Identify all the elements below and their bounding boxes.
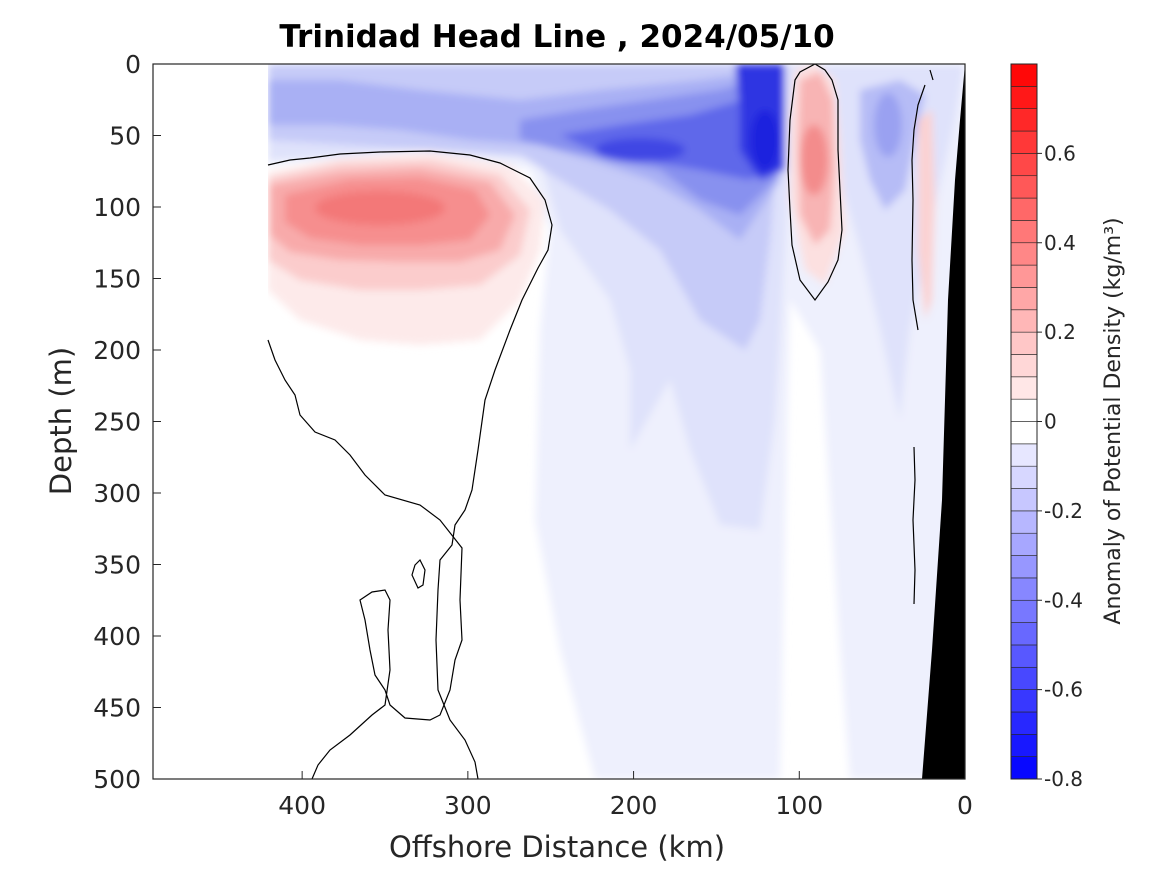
colorbar-step bbox=[1010, 577, 1038, 601]
plot-area: 400 300 200 100 0 0 50 100 150 200 250 300 350 400 45… bbox=[93, 50, 973, 820]
x-tick-label: 0 bbox=[957, 791, 973, 820]
y-axis: 0 50 100 150 200 250 300 350 400 450 500 bbox=[93, 50, 161, 794]
no-data-region bbox=[153, 64, 268, 779]
colorbar-step bbox=[1010, 197, 1038, 221]
colorbar-step bbox=[1010, 756, 1038, 780]
y-tick-label: 100 bbox=[93, 193, 141, 222]
colorbar-step bbox=[1010, 376, 1038, 400]
colorbar-tick-label: -0.4 bbox=[1044, 588, 1083, 612]
zero-contour-coast bbox=[911, 84, 926, 331]
colorbar-step bbox=[1010, 465, 1038, 489]
colorbar-step bbox=[1010, 421, 1038, 445]
y-tick-label: 200 bbox=[93, 336, 141, 365]
colorbar-step bbox=[1010, 488, 1038, 512]
fill-neg-nearshore-core bbox=[874, 93, 902, 157]
zero-contours bbox=[267, 64, 934, 779]
colorbar-step bbox=[1010, 644, 1038, 668]
colorbar-step bbox=[1010, 443, 1038, 467]
colorbar-step bbox=[1010, 153, 1038, 177]
y-tick-label: 50 bbox=[109, 122, 141, 151]
colorbar-step bbox=[1010, 666, 1038, 690]
y-tick-label: 0 bbox=[125, 50, 141, 79]
colorbar-step bbox=[1010, 63, 1038, 87]
fill-neg-weak-2 bbox=[268, 64, 965, 530]
fill-pos-90km-core bbox=[800, 125, 828, 195]
colorbar-step bbox=[1010, 354, 1038, 378]
colorbar-step bbox=[1010, 108, 1038, 132]
y-tick-label: 450 bbox=[93, 694, 141, 723]
colorbar-step bbox=[1010, 287, 1038, 311]
colorbar-tick-label: 0.4 bbox=[1044, 231, 1076, 255]
y-tick-label: 150 bbox=[93, 265, 141, 294]
colorbar-step bbox=[1010, 734, 1038, 757]
bathymetry bbox=[922, 64, 965, 779]
zero-contour-lens bbox=[267, 150, 553, 779]
colorbar-label: Anomaly of Potential Density (kg/m³) bbox=[1101, 217, 1126, 624]
colorbar-step bbox=[1010, 86, 1038, 109]
y-tick-label: 400 bbox=[93, 622, 141, 651]
colorbar-tick-label: 0 bbox=[1044, 410, 1057, 434]
colorbar-step bbox=[1010, 532, 1038, 556]
y-tick-label: 350 bbox=[93, 551, 141, 580]
fill-pos-coast bbox=[918, 110, 935, 320]
colorbar-tick-label: 0.2 bbox=[1044, 320, 1076, 344]
x-tick-label: 300 bbox=[444, 791, 492, 820]
colorbar: 0.6 0.4 0.2 0 -0.2 -0.4 -0.6 -0.8 bbox=[1010, 63, 1083, 791]
chart-title: Trinidad Head Line , 2024/05/10 bbox=[279, 19, 834, 55]
y-tick-label: 300 bbox=[93, 479, 141, 508]
colorbar-step bbox=[1010, 398, 1038, 422]
colorbar-step bbox=[1010, 689, 1038, 713]
colorbar-step bbox=[1010, 130, 1038, 154]
x-axis-label: Offshore Distance (km) bbox=[389, 830, 725, 864]
colorbar-tick-label: 0.6 bbox=[1044, 141, 1076, 165]
colorbar-tick-label: -0.8 bbox=[1044, 767, 1083, 791]
colorbar-step bbox=[1010, 331, 1038, 355]
colorbar-ticks: 0.6 0.4 0.2 0 -0.2 -0.4 -0.6 -0.8 bbox=[1037, 141, 1083, 791]
colorbar-step bbox=[1010, 175, 1038, 199]
colorbar-step bbox=[1010, 264, 1038, 288]
x-tick-label: 200 bbox=[610, 791, 658, 820]
colorbar-tick-label: -0.2 bbox=[1044, 499, 1083, 523]
zero-contour-small bbox=[411, 558, 426, 589]
colorbar-tick-label: -0.6 bbox=[1044, 678, 1083, 702]
y-tick-label: 500 bbox=[93, 765, 141, 794]
fill-pos-lens-core bbox=[315, 191, 445, 225]
zero-contour-coast-deep bbox=[912, 446, 916, 605]
y-tick-label: 250 bbox=[93, 408, 141, 437]
colorbar-step bbox=[1010, 220, 1038, 244]
y-axis-label: Depth (m) bbox=[44, 347, 78, 495]
colorbar-step bbox=[1010, 510, 1038, 534]
x-axis: 400 300 200 100 0 bbox=[278, 771, 973, 820]
colorbar-step bbox=[1010, 599, 1038, 623]
zero-contour-coast-short bbox=[929, 69, 934, 81]
fill-neg-core-b bbox=[595, 138, 685, 162]
fill-neg-weak-broad bbox=[268, 64, 965, 779]
contour-fills bbox=[153, 64, 965, 779]
x-tick-label: 400 bbox=[278, 791, 326, 820]
x-tick-label: 100 bbox=[775, 791, 823, 820]
fill-neg-core-d bbox=[751, 110, 779, 170]
colorbar-step bbox=[1010, 242, 1038, 266]
colorbar-steps bbox=[1010, 63, 1038, 780]
colorbar-step bbox=[1010, 555, 1038, 579]
colorbar-step bbox=[1010, 622, 1038, 646]
zero-contour-deep bbox=[267, 339, 463, 779]
colorbar-step bbox=[1010, 309, 1038, 333]
zero-contour-90km bbox=[787, 64, 843, 302]
colorbar-step bbox=[1010, 711, 1038, 735]
